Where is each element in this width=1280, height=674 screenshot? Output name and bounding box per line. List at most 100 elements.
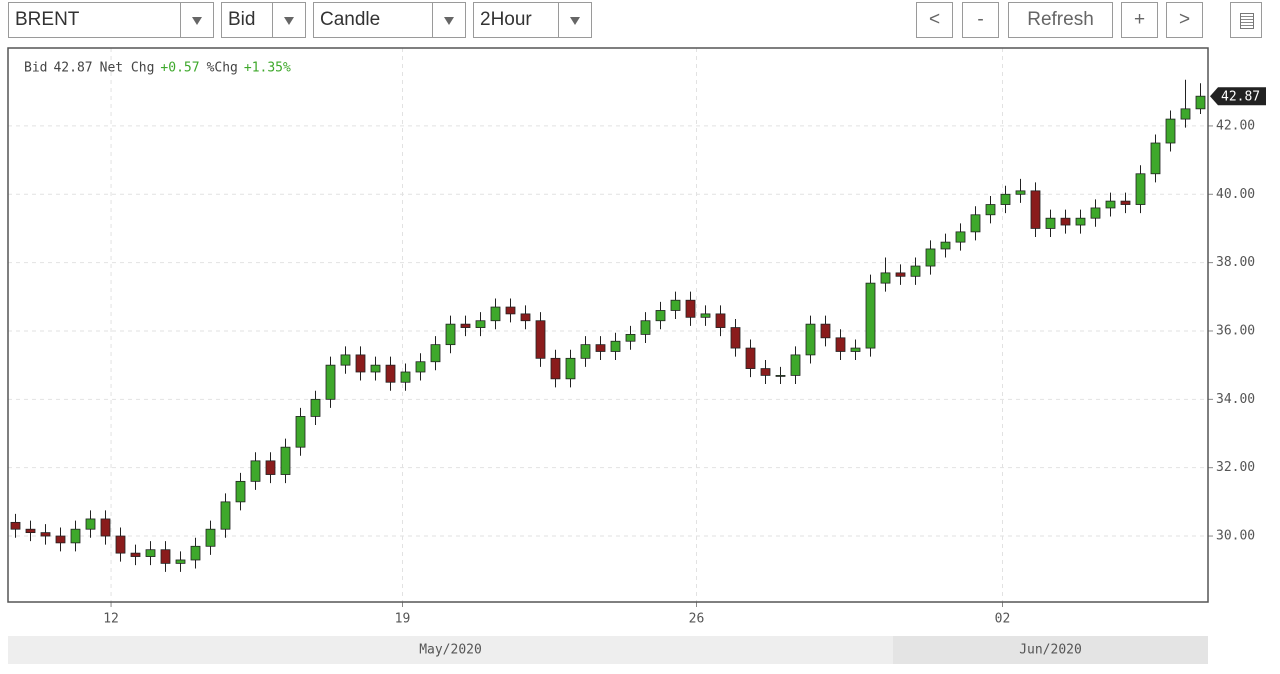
candle-body — [700, 313, 711, 318]
symbol-dropdown[interactable]: BRENT — [8, 2, 214, 38]
candle-body — [430, 344, 441, 363]
price-dropdown[interactable]: Bid — [221, 2, 306, 38]
dropdown-label: Bid — [228, 9, 256, 30]
plot-frame — [7, 47, 1209, 603]
candle-body — [1135, 173, 1146, 205]
interval-dropdown[interactable]: 2Hour — [473, 2, 592, 38]
candle-body — [1165, 118, 1176, 144]
candle-body — [85, 518, 96, 530]
candle-body — [895, 272, 906, 277]
y-tick-label: 36.00 — [1216, 323, 1255, 338]
candle-body — [250, 460, 261, 482]
candle-body — [1090, 207, 1101, 219]
candle-body — [685, 299, 696, 318]
x-tick-label: 02 — [995, 612, 1011, 627]
candle-body — [160, 549, 171, 564]
candle-body — [520, 313, 531, 322]
candle-body — [400, 371, 411, 383]
candle-body — [70, 528, 81, 544]
zoom-out-button[interactable]: - — [962, 2, 999, 38]
candle-body — [445, 323, 456, 346]
candle-body — [835, 337, 846, 352]
candle-body — [1120, 200, 1131, 205]
candle-body — [1195, 95, 1206, 110]
candle-body — [355, 354, 366, 373]
candle-body — [985, 204, 996, 216]
candle-body — [850, 347, 861, 352]
candle-body — [370, 364, 381, 373]
candle-body — [475, 320, 486, 328]
candle-body — [295, 416, 306, 448]
candle-body — [550, 357, 561, 380]
candle-body — [670, 299, 681, 311]
candle-body — [595, 344, 606, 352]
candle-body — [145, 549, 156, 557]
candle-body — [745, 347, 756, 369]
x-tick-label: 12 — [103, 612, 119, 627]
y-tick-label: 34.00 — [1216, 392, 1255, 407]
candle-body — [955, 231, 966, 243]
candle-body — [925, 248, 936, 267]
candle-body — [55, 535, 66, 544]
candle-body — [265, 460, 276, 475]
info-value: +1.35% — [244, 61, 291, 76]
candle-body — [205, 528, 216, 547]
candle-body — [655, 310, 666, 322]
candle-body — [340, 354, 351, 366]
candle-body — [610, 340, 621, 352]
y-tick-label: 32.00 — [1216, 460, 1255, 475]
candle-body — [715, 313, 726, 328]
candle-body — [1075, 217, 1086, 226]
candle-body — [175, 559, 186, 564]
dropdown-label: Candle — [320, 9, 381, 30]
y-tick-label: 38.00 — [1216, 255, 1255, 270]
candle-body — [910, 265, 921, 277]
candle-body — [1060, 217, 1071, 226]
candle-body — [1180, 108, 1191, 120]
candle-body — [505, 306, 516, 315]
candle-body — [460, 323, 471, 328]
candle-body — [730, 327, 741, 349]
last-price-label: 42.87 — [1221, 90, 1260, 105]
y-tick-label: 30.00 — [1216, 529, 1255, 544]
info-value: +0.57 — [160, 61, 199, 76]
candle-body — [940, 241, 951, 250]
candle-body — [640, 320, 651, 335]
prev-button[interactable]: < — [916, 2, 953, 38]
candle-body — [775, 375, 786, 377]
month-label: Jun/2020 — [1019, 643, 1082, 658]
candle-body — [970, 214, 981, 233]
dropdown-arrow — [180, 3, 213, 37]
candle-body — [1030, 190, 1041, 229]
candle-body — [325, 364, 336, 400]
candle-body — [415, 361, 426, 373]
candle-body — [280, 446, 291, 475]
style-dropdown[interactable]: Candle — [313, 2, 466, 38]
candle-body — [385, 364, 396, 383]
last-price-tag — [1210, 87, 1266, 106]
month-band — [8, 636, 893, 664]
refresh-button[interactable]: Refresh — [1008, 2, 1113, 38]
zoom-in-button[interactable]: + — [1121, 2, 1158, 38]
dropdown-arrow — [272, 3, 305, 37]
candle-body — [10, 521, 21, 530]
candle-body — [760, 368, 771, 376]
candle-body — [820, 323, 831, 339]
candle-body — [310, 398, 321, 417]
y-tick-label: 42.00 — [1216, 118, 1255, 133]
candle-body — [565, 357, 576, 380]
candle-body — [115, 535, 126, 554]
candle-body — [790, 354, 801, 376]
candle-body — [880, 272, 891, 284]
dropdown-arrow — [558, 3, 591, 37]
table-view-button[interactable] — [1230, 2, 1262, 38]
candle-body — [235, 480, 246, 503]
dropdown-label: BRENT — [15, 9, 80, 30]
next-button[interactable]: > — [1166, 2, 1203, 38]
month-band — [893, 636, 1208, 664]
candle-body — [580, 344, 591, 359]
candle-body — [1150, 142, 1161, 175]
candle-body — [25, 528, 36, 534]
